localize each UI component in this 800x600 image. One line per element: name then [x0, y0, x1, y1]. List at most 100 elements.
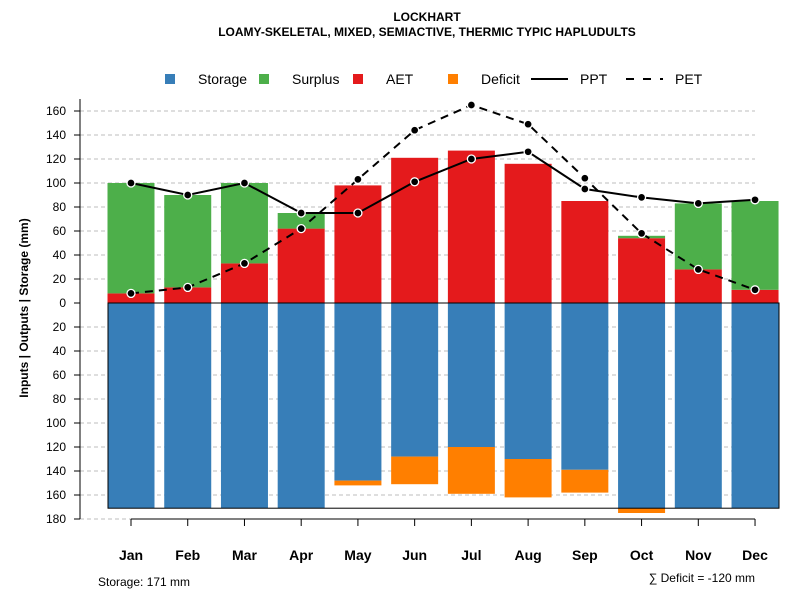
legend-label-storage: Storage — [198, 71, 247, 87]
x-tick-label: Jan — [119, 547, 143, 563]
deficit-bar — [447, 447, 495, 494]
pet-point — [580, 173, 590, 183]
ppt-point — [750, 195, 760, 205]
deficit-bar — [504, 459, 552, 498]
ppt-point — [580, 184, 590, 194]
y-tick-label: 60 — [53, 368, 67, 382]
ppt-point — [466, 154, 477, 164]
x-tick-label: Jun — [402, 547, 427, 563]
aet-bar — [504, 163, 552, 303]
y-tick-label: 80 — [53, 392, 67, 406]
storage-bar — [220, 303, 268, 509]
y-tick-label: 180 — [46, 512, 66, 526]
y-tick-label: 0 — [59, 296, 66, 310]
legend-label-aet: AET — [386, 71, 414, 87]
ppt-point — [353, 208, 363, 218]
aet-bar — [618, 238, 666, 303]
x-tick-label: Feb — [175, 547, 200, 563]
x-tick-label: Dec — [742, 547, 768, 563]
pet-point — [636, 228, 647, 239]
pet-point — [126, 288, 136, 299]
aet-bar — [107, 293, 155, 303]
aet-bar — [674, 269, 722, 303]
surplus-bar — [164, 195, 212, 288]
ppt-point — [636, 192, 647, 203]
ppt-point — [126, 178, 136, 188]
y-tick-label: 60 — [53, 224, 67, 238]
line-series — [126, 100, 760, 299]
pet-point — [296, 223, 306, 234]
aet-bar — [164, 287, 212, 303]
x-tick-label: Jul — [461, 547, 481, 563]
y-tick-label: 120 — [46, 440, 66, 454]
ppt-point — [409, 177, 420, 187]
pet-point — [239, 258, 250, 269]
storage-bar — [674, 303, 722, 509]
legend-label-pet: PET — [675, 71, 703, 87]
pet-point — [466, 100, 477, 110]
chart-subtitle: LOAMY-SKELETAL, MIXED, SEMIACTIVE, THERM… — [218, 25, 636, 39]
x-tick-label: May — [344, 547, 371, 563]
ppt-line — [130, 150, 756, 214]
ppt-point — [239, 178, 250, 188]
deficit-bar — [334, 480, 382, 486]
pet-point — [409, 125, 420, 135]
aet-bar — [561, 201, 609, 303]
legend-label-ppt: PPT — [580, 71, 608, 87]
legend-swatch-storage — [165, 74, 175, 84]
bar-series — [107, 150, 780, 513]
ppt-point — [183, 190, 193, 200]
chart-title: LOCKHART — [393, 10, 461, 24]
storage-capacity-outline — [107, 302, 780, 509]
storage-bar — [277, 303, 325, 509]
pet-line — [130, 103, 756, 295]
storage-bar — [334, 303, 382, 481]
x-tick-label: Mar — [232, 547, 257, 563]
y-tick-label: 160 — [46, 104, 66, 118]
deficit-bar — [561, 469, 609, 493]
aet-bar — [277, 228, 325, 303]
pet-point — [183, 282, 193, 293]
legend-swatch-surplus — [259, 74, 269, 84]
legend-label-deficit: Deficit — [481, 71, 520, 87]
x-tick-label: Aug — [515, 547, 542, 563]
storage-bar — [391, 303, 439, 457]
x-tick-label: Apr — [289, 547, 314, 563]
surplus-bar — [220, 183, 268, 264]
y-tick-label: 40 — [53, 344, 67, 358]
storage-bar — [731, 303, 779, 509]
storage-bar — [618, 303, 666, 509]
legend-label-surplus: Surplus — [292, 71, 339, 87]
y-tick-label: 140 — [46, 464, 66, 478]
deficit-footnote: ∑ Deficit = -120 mm — [649, 571, 755, 585]
storage-footnote: Storage: 171 mm — [98, 575, 190, 589]
y-tick-label: 80 — [53, 200, 67, 214]
y-tick-label: 120 — [46, 152, 66, 166]
y-tick-label: 20 — [53, 320, 67, 334]
chart-legend: Storage Surplus AET Deficit PPT PET — [165, 71, 703, 87]
legend-swatch-deficit — [448, 74, 458, 84]
x-tick-label: Nov — [685, 547, 712, 563]
storage-bar — [447, 303, 495, 447]
y-tick-label: 140 — [46, 128, 66, 142]
aet-bar — [447, 150, 495, 303]
surplus-bar — [107, 183, 155, 294]
y-tick-label: 20 — [53, 272, 67, 286]
y-tick-label: 100 — [46, 416, 66, 430]
pet-point — [693, 264, 703, 275]
surplus-bar — [731, 201, 779, 290]
storage-bar — [107, 303, 155, 509]
y-axis-label: Inputs | Outputs | Storage (mm) — [17, 218, 31, 397]
surplus-bar — [277, 213, 325, 229]
chart-axes: 160 140 120 100 80 60 40 20 0 20 40 60 80 100 120 140 16… — [46, 99, 768, 563]
y-tick-label: 40 — [53, 248, 67, 262]
ppt-point — [296, 208, 306, 218]
ppt-point — [523, 147, 533, 157]
storage-bar — [164, 303, 212, 509]
y-tick-label: 160 — [46, 488, 66, 502]
ppt-point — [693, 198, 703, 209]
deficit-bar — [618, 508, 666, 513]
pet-point — [353, 174, 363, 185]
x-tick-label: Oct — [630, 547, 654, 563]
